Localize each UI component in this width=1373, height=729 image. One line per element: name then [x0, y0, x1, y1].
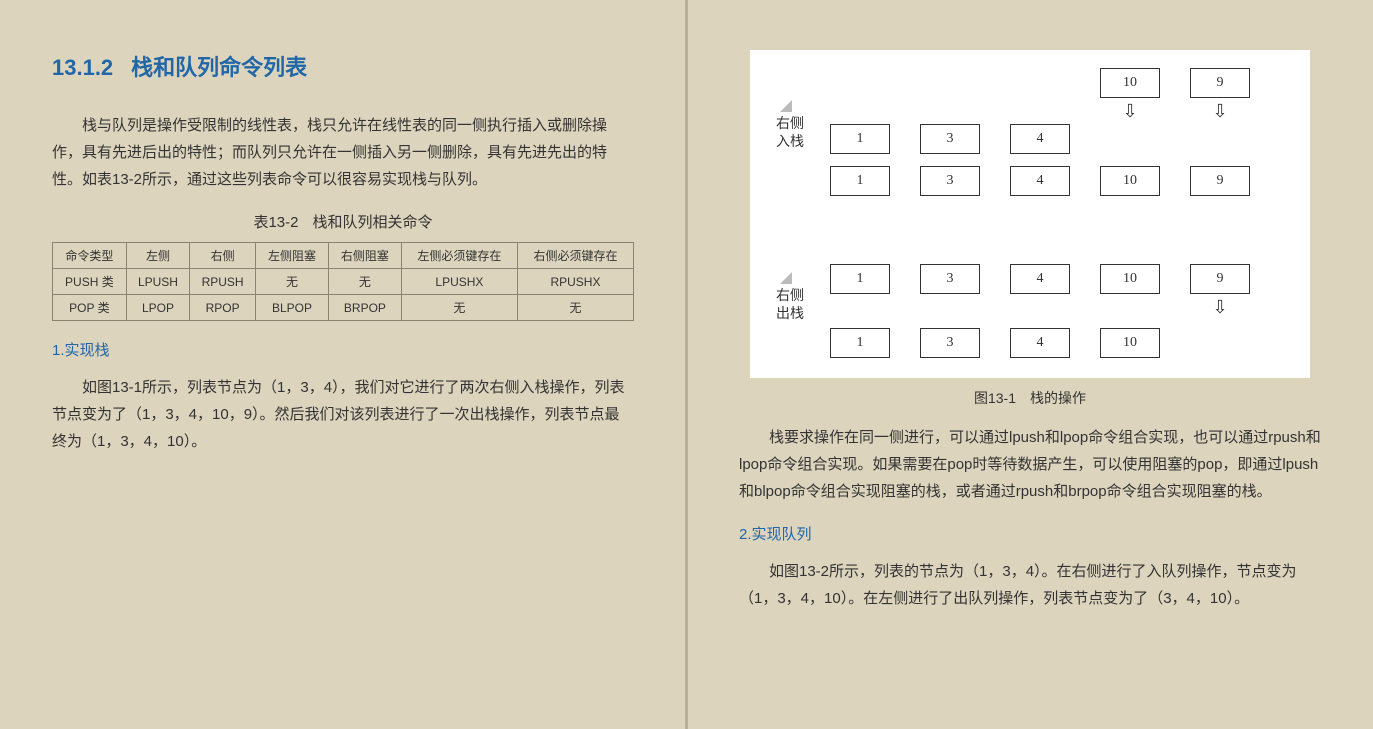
figure-cell: 9⇩: [1190, 264, 1250, 294]
table-caption-num: 表13-2: [253, 214, 298, 231]
subsection-1-paragraph: 如图13-1所示，列表节点为（1，3，4），我们对它进行了两次右侧入栈操作，列表…: [52, 374, 634, 455]
figure-cell: 4: [1010, 328, 1070, 358]
intro-paragraph: 栈与队列是操作受限制的线性表，栈只允许在线性表的同一侧执行插入或删除操作，具有先…: [52, 112, 634, 193]
figure-cell: 3: [920, 124, 980, 154]
arrow-down-icon: ⇩: [1122, 101, 1137, 122]
table-row: PUSH 类LPUSHRPUSH无无LPUSHXRPUSHX: [53, 269, 634, 295]
subsection-2-title: 2.实现队列: [739, 523, 1321, 544]
table-cell: LPUSH: [126, 269, 189, 295]
figure-cell: 1: [830, 124, 890, 154]
table-header-cell: 右侧: [190, 243, 256, 269]
table-cell: RPUSHX: [517, 269, 633, 295]
table-header-cell: 命令类型: [53, 243, 127, 269]
section-title-text: 栈和队列命令列表: [131, 55, 307, 80]
figure-caption-num: 图13-1: [974, 390, 1016, 406]
table-cell: 无: [328, 269, 401, 295]
figure-label-pop: 右侧出栈: [760, 286, 820, 322]
table-cell: POP 类: [53, 295, 127, 321]
corner-marker-icon: [780, 100, 792, 112]
arrow-down-icon: ⇩: [1212, 297, 1227, 318]
figure-caption: 图13-1 栈的操作: [739, 388, 1321, 408]
table-header-cell: 左侧阻塞: [255, 243, 328, 269]
table-cell: BLPOP: [255, 295, 328, 321]
figure-cell: 10: [1100, 328, 1160, 358]
figure-cell: 1: [830, 328, 890, 358]
table-cell: LPUSHX: [401, 269, 517, 295]
figure-cell: 4: [1010, 124, 1070, 154]
table-header-cell: 右侧阻塞: [328, 243, 401, 269]
table-cell: 无: [255, 269, 328, 295]
right-page: 10⇩9⇩右侧入栈134134109右侧出栈134109⇩13410 图13-1…: [687, 0, 1373, 729]
figure-stack-ops: 10⇩9⇩右侧入栈134134109右侧出栈134109⇩13410: [750, 50, 1310, 378]
figure-cell: 10⇩: [1100, 68, 1160, 98]
table-cell: BRPOP: [328, 295, 401, 321]
command-table: 命令类型左侧右侧左侧阻塞右侧阻塞左侧必须键存在右侧必须键存在 PUSH 类LPU…: [52, 242, 634, 321]
table-caption: 表13-2 栈和队列相关命令: [52, 211, 634, 232]
section-number: 13.1.2: [52, 55, 113, 80]
table-header-cell: 右侧必须键存在: [517, 243, 633, 269]
right-paragraph-1: 栈要求操作在同一侧进行，可以通过lpush和lpop命令组合实现，也可以通过rp…: [739, 424, 1321, 505]
table-caption-text: 栈和队列相关命令: [313, 214, 433, 231]
table-cell: RPUSH: [190, 269, 256, 295]
table-header-row: 命令类型左侧右侧左侧阻塞右侧阻塞左侧必须键存在右侧必须键存在: [53, 243, 634, 269]
table-header-cell: 左侧必须键存在: [401, 243, 517, 269]
arrow-down-icon: ⇩: [1212, 101, 1227, 122]
table-cell: LPOP: [126, 295, 189, 321]
subsection-1-title: 1.实现栈: [52, 339, 634, 360]
figure-cell: 10: [1100, 166, 1160, 196]
figure-cell: 1: [830, 264, 890, 294]
figure-cell: 1: [830, 166, 890, 196]
table-header-cell: 左侧: [126, 243, 189, 269]
table-cell: RPOP: [190, 295, 256, 321]
table-cell: 无: [517, 295, 633, 321]
figure-label-push: 右侧入栈: [760, 114, 820, 150]
figure-cell: 9⇩: [1190, 68, 1250, 98]
figure-cell: 3: [920, 264, 980, 294]
table-cell: PUSH 类: [53, 269, 127, 295]
figure-cell: 4: [1010, 166, 1070, 196]
corner-marker-icon: [780, 272, 792, 284]
figure-cell: 9: [1190, 166, 1250, 196]
left-page: 13.1.2 栈和队列命令列表 栈与队列是操作受限制的线性表，栈只允许在线性表的同…: [0, 0, 687, 729]
figure-caption-text: 栈的操作: [1030, 390, 1086, 406]
table-cell: 无: [401, 295, 517, 321]
figure-cell: 3: [920, 328, 980, 358]
figure-cell: 4: [1010, 264, 1070, 294]
table-row: POP 类LPOPRPOPBLPOPBRPOP无无: [53, 295, 634, 321]
figure-cell: 10: [1100, 264, 1160, 294]
figure-cell: 3: [920, 166, 980, 196]
section-heading: 13.1.2 栈和队列命令列表: [52, 50, 634, 82]
subsection-2-paragraph: 如图13-2所示，列表的节点为（1，3，4）。在右侧进行了入队列操作，节点变为（…: [739, 558, 1321, 612]
